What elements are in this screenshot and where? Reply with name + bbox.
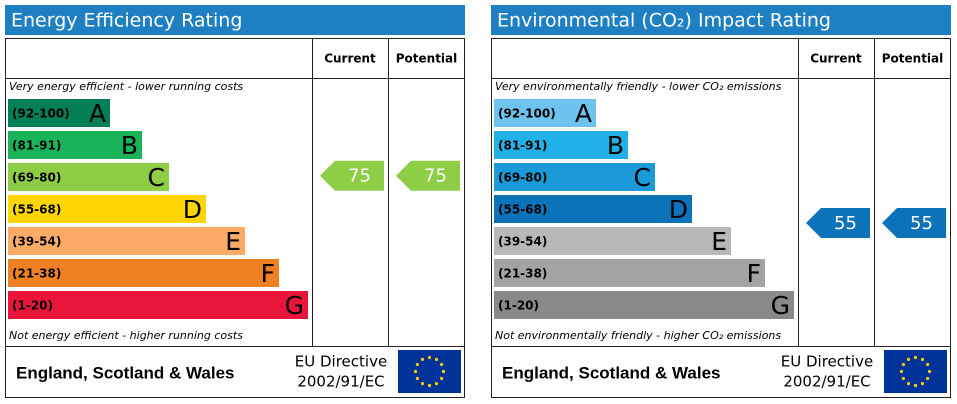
potential-arrow bbox=[396, 160, 460, 191]
eu-star bbox=[901, 376, 905, 381]
rating-band bbox=[494, 227, 731, 255]
eu-star bbox=[920, 357, 925, 361]
eu-star bbox=[413, 369, 418, 374]
panel-frame bbox=[5, 38, 465, 398]
band-range: (92-100) bbox=[498, 107, 556, 121]
eu-star bbox=[440, 376, 444, 381]
current-header: Current bbox=[324, 52, 376, 66]
eu-star bbox=[899, 369, 904, 374]
rating-band bbox=[494, 291, 794, 319]
current-arrow bbox=[806, 208, 870, 238]
footer-directive: EU Directive bbox=[781, 353, 873, 371]
eu-star bbox=[427, 383, 432, 388]
rating-band bbox=[8, 163, 169, 191]
band-range: (1-20) bbox=[498, 299, 539, 313]
eu-star bbox=[926, 376, 930, 381]
eu-star bbox=[913, 355, 918, 360]
band-letter: C bbox=[634, 163, 651, 192]
rating-panel: Energy Efficiency Rating Current Potential… bbox=[5, 5, 465, 398]
band-range: (92-100) bbox=[12, 107, 70, 121]
potential-arrow bbox=[882, 208, 946, 238]
band-range: (21-38) bbox=[12, 267, 61, 281]
rating-band bbox=[494, 195, 692, 223]
band-range: (55-68) bbox=[498, 203, 547, 217]
rating-band bbox=[494, 99, 596, 127]
panel-frame bbox=[491, 38, 951, 398]
band-range: (69-80) bbox=[498, 171, 547, 185]
band-range: (81-91) bbox=[12, 139, 61, 153]
footer-code: 2002/91/EC bbox=[297, 373, 384, 391]
band-range: (81-91) bbox=[498, 139, 547, 153]
band-letter: C bbox=[148, 163, 165, 192]
potential-value: 75 bbox=[424, 166, 447, 187]
band-letter: D bbox=[183, 195, 202, 224]
eu-star bbox=[434, 382, 439, 386]
title-bar bbox=[491, 5, 951, 35]
eu-star bbox=[920, 382, 925, 386]
band-letter: G bbox=[285, 291, 304, 320]
title-bar bbox=[5, 5, 465, 35]
band-range: (55-68) bbox=[12, 203, 61, 217]
panel-title: Environmental (CO₂) Impact Rating bbox=[497, 10, 831, 32]
band-letter: G bbox=[771, 291, 790, 320]
footer-code: 2002/91/EC bbox=[783, 373, 870, 391]
bottom-note: Not environmentally friendly - higher CO… bbox=[495, 329, 781, 342]
eu-star bbox=[926, 362, 930, 367]
band-range: (21-38) bbox=[498, 267, 547, 281]
eu-star bbox=[906, 382, 911, 386]
potential-header: Potential bbox=[882, 52, 944, 66]
eu-star bbox=[420, 382, 425, 386]
rating-band bbox=[494, 131, 628, 159]
current-arrow bbox=[320, 160, 384, 191]
rating-band bbox=[8, 131, 142, 159]
top-note: Very environmentally friendly - lower CO… bbox=[495, 80, 782, 93]
potential-header: Potential bbox=[396, 52, 458, 66]
eu-star bbox=[901, 362, 905, 367]
eu-star bbox=[420, 357, 425, 361]
rating-band bbox=[8, 227, 245, 255]
eu-star bbox=[913, 383, 918, 388]
rating-band bbox=[8, 259, 279, 287]
band-letter: E bbox=[225, 227, 241, 256]
rating-band bbox=[8, 99, 110, 127]
rating-band bbox=[8, 195, 206, 223]
rating-band bbox=[8, 291, 308, 319]
band-range: (39-54) bbox=[12, 235, 61, 249]
current-value: 55 bbox=[834, 213, 857, 234]
bottom-note: Not energy efficient - higher running co… bbox=[9, 329, 243, 342]
potential-value: 55 bbox=[910, 213, 933, 234]
band-letter: B bbox=[607, 131, 624, 160]
eu-star bbox=[441, 369, 446, 374]
band-letter: A bbox=[575, 99, 592, 128]
band-letter: D bbox=[669, 195, 688, 224]
rating-panel: Environmental (CO₂) Impact Rating Current… bbox=[491, 5, 951, 398]
eu-star bbox=[440, 362, 444, 367]
eu-star bbox=[415, 376, 419, 381]
rating-band bbox=[494, 163, 655, 191]
band-letter: F bbox=[261, 259, 275, 288]
footer-region: England, Scotland & Wales bbox=[16, 363, 235, 382]
band-letter: E bbox=[711, 227, 727, 256]
eu-star bbox=[434, 357, 439, 361]
band-letter: F bbox=[747, 259, 761, 288]
eu-star bbox=[906, 357, 911, 361]
current-value: 75 bbox=[348, 166, 371, 187]
current-header: Current bbox=[810, 52, 862, 66]
eu-star bbox=[927, 369, 932, 374]
footer-directive: EU Directive bbox=[295, 353, 387, 371]
footer-region: England, Scotland & Wales bbox=[502, 363, 721, 382]
eu-star bbox=[427, 355, 432, 360]
rating-band bbox=[494, 259, 765, 287]
band-letter: B bbox=[121, 131, 138, 160]
top-note: Very energy efficient - lower running co… bbox=[9, 80, 243, 93]
panel-title: Energy Efficiency Rating bbox=[11, 10, 242, 32]
band-range: (1-20) bbox=[12, 299, 53, 313]
band-range: (69-80) bbox=[12, 171, 61, 185]
band-range: (39-54) bbox=[498, 235, 547, 249]
band-letter: A bbox=[89, 99, 106, 128]
eu-star bbox=[415, 362, 419, 367]
